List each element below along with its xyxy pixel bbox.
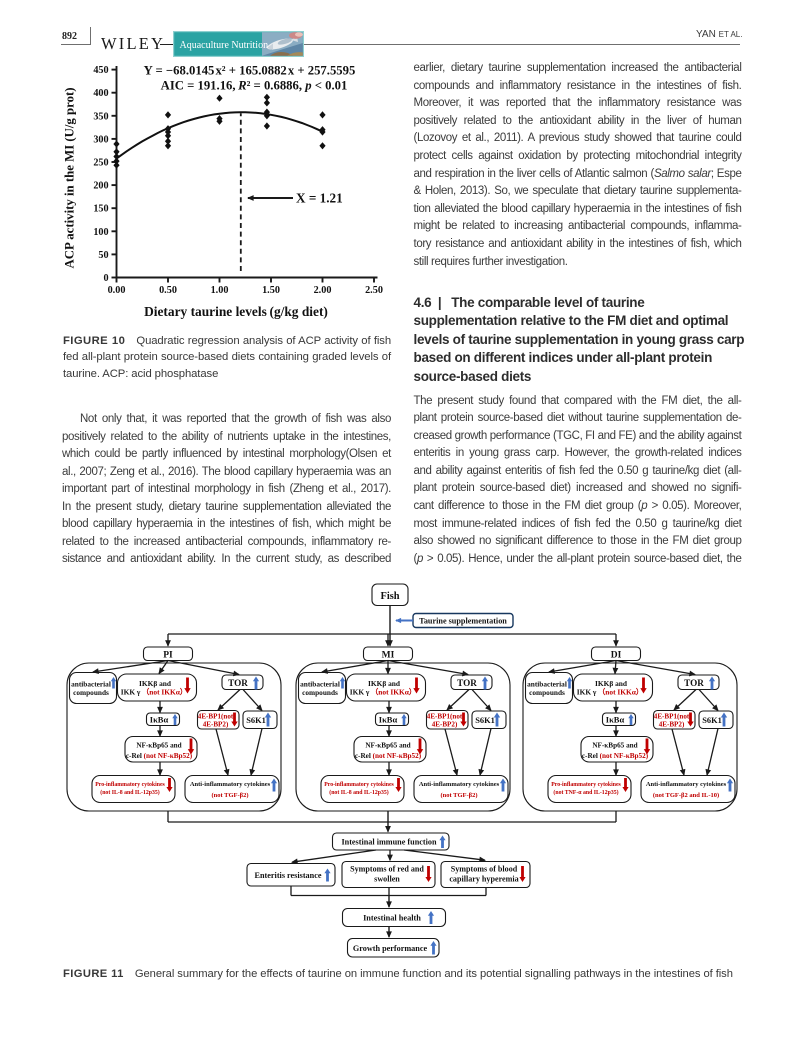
svg-text:NF-κBp65 and: NF-κBp65 and (592, 742, 637, 750)
svg-text:antibacterial: antibacterial (527, 680, 567, 689)
svg-text:2.00: 2.00 (314, 285, 332, 296)
svg-text:IKK γ （not IKKα）: IKK γ （not IKKα） (577, 688, 644, 697)
svg-text:antibacterial: antibacterial (71, 680, 111, 689)
svg-text:IKKβ and: IKKβ and (595, 679, 628, 688)
svg-text:S6K1: S6K1 (475, 716, 495, 725)
svg-text:NF-κBp65 and: NF-κBp65 and (365, 742, 410, 750)
svg-text:Enteritis resistance: Enteritis resistance (255, 871, 322, 880)
svg-text:50: 50 (98, 250, 108, 261)
svg-text:Intestinal health: Intestinal health (363, 914, 421, 923)
svg-text:c-Rel (not NF-κBp52): c-Rel (not NF-κBp52) (126, 752, 193, 760)
svg-text:Growth performance: Growth performance (353, 944, 428, 953)
svg-text:450: 450 (93, 65, 108, 76)
svg-text:0.50: 0.50 (159, 285, 177, 296)
svg-text:Dietary taurine levels (g/kg d: Dietary taurine levels (g/kg diet) (144, 304, 328, 319)
svg-text:S6K1: S6K1 (246, 716, 266, 725)
svg-text:PI: PI (163, 651, 173, 661)
svg-text:(not TGF-β2): (not TGF-β2) (211, 792, 248, 799)
svg-text:1.50: 1.50 (262, 285, 280, 296)
svg-text:(not TNF-α and IL-12p35): (not TNF-α and IL-12p35) (553, 789, 618, 796)
svg-text:(not TGF-β2 and IL-10): (not TGF-β2 and IL-10) (653, 792, 719, 799)
svg-text:0.00: 0.00 (108, 285, 126, 296)
svg-text:IκBα: IκBα (150, 715, 169, 725)
svg-text:AIC = 191.16, R² = 0.6886, p <: AIC = 191.16, R² = 0.6886, p < 0.01 (161, 79, 348, 93)
svg-text:Anti-inflammatory cytokines: Anti-inflammatory cytokines (190, 781, 271, 788)
svg-text:200: 200 (93, 181, 108, 192)
svg-text:(not IL-8 and IL-12p35): (not IL-8 and IL-12p35) (100, 789, 159, 796)
svg-text:Pro-inflammatory cytokines: Pro-inflammatory cytokines (324, 782, 394, 788)
svg-text:TOR: TOR (457, 678, 477, 688)
svg-text:4E-BP2): 4E-BP2) (203, 721, 229, 729)
svg-text:Pro-inflammatory cytokines: Pro-inflammatory cytokines (551, 782, 621, 788)
svg-text:300: 300 (93, 134, 108, 145)
svg-text:antibacterial: antibacterial (300, 680, 340, 689)
svg-text:IκBα: IκBα (379, 715, 398, 725)
svg-text:4E-BP1(not: 4E-BP1(not (654, 713, 690, 721)
svg-text:2.50: 2.50 (365, 285, 383, 296)
svg-text:4E-BP2): 4E-BP2) (432, 721, 458, 729)
svg-text:Intestinal immune function: Intestinal immune function (341, 838, 437, 847)
svg-text:Y = −68.0145 x² + 165.0882 x +: Y = −68.0145 x² + 165.0882 x + 257.5595 (144, 64, 356, 78)
svg-text:IKK γ （not IKKα）: IKK γ （not IKKα） (350, 688, 417, 697)
svg-text:(not TGF-β2): (not TGF-β2) (440, 792, 477, 799)
svg-text:400: 400 (93, 88, 108, 99)
svg-text:compounds: compounds (302, 688, 338, 697)
svg-text:X = 1.21: X = 1.21 (296, 191, 343, 206)
svg-text:c-Rel (not NF-κBp52): c-Rel (not NF-κBp52) (355, 752, 422, 760)
svg-text:Fish: Fish (380, 591, 399, 602)
svg-text:compounds: compounds (73, 688, 109, 697)
svg-text:c-Rel (not NF-κBp52): c-Rel (not NF-κBp52) (582, 752, 649, 760)
svg-text:S6K1: S6K1 (702, 716, 722, 725)
svg-text:0: 0 (104, 273, 109, 284)
svg-text:Anti-inflammatory cytokines: Anti-inflammatory cytokines (646, 781, 727, 788)
svg-text:4E-BP1(not: 4E-BP1(not (198, 713, 234, 721)
svg-text:1.00: 1.00 (211, 285, 229, 296)
svg-text:Symptoms of red and: Symptoms of red and (350, 865, 424, 874)
svg-text:Anti-inflammatory cytokines: Anti-inflammatory cytokines (419, 781, 500, 788)
svg-text:150: 150 (93, 204, 108, 215)
svg-text:ACP activity in the MI (U/g pr: ACP activity in the MI (U/g prot) (63, 87, 77, 268)
svg-text:Symptoms of blood: Symptoms of blood (451, 865, 518, 874)
svg-text:IKKβ and: IKKβ and (139, 679, 172, 688)
svg-text:250: 250 (93, 158, 108, 169)
svg-text:Taurine supplementation: Taurine supplementation (419, 617, 507, 626)
svg-text:Aquaculture Nutrition: Aquaculture Nutrition (180, 40, 269, 51)
svg-text:IKK γ （not IKKα）: IKK γ （not IKKα） (121, 688, 188, 697)
svg-text:MI: MI (382, 651, 395, 661)
svg-text:swollen: swollen (374, 875, 400, 884)
svg-text:100: 100 (93, 227, 108, 238)
svg-text:Pro-inflammatory cytokines: Pro-inflammatory cytokines (95, 782, 165, 788)
svg-text:350: 350 (93, 111, 108, 122)
svg-text:TOR: TOR (228, 678, 248, 688)
svg-text:compounds: compounds (529, 688, 565, 697)
svg-text:TOR: TOR (684, 678, 704, 688)
svg-text:4E-BP1(not: 4E-BP1(not (427, 713, 463, 721)
svg-text:IκBα: IκBα (606, 715, 625, 725)
svg-text:capillary hyperemia: capillary hyperemia (449, 875, 518, 884)
svg-text:NF-κBp65 and: NF-κBp65 and (136, 742, 181, 750)
svg-text:4E-BP2): 4E-BP2) (659, 721, 685, 729)
svg-text:(not IL-8 and IL-12p35): (not IL-8 and IL-12p35) (329, 789, 388, 796)
svg-text:IKKβ and: IKKβ and (368, 679, 401, 688)
svg-text:DI: DI (611, 651, 622, 661)
